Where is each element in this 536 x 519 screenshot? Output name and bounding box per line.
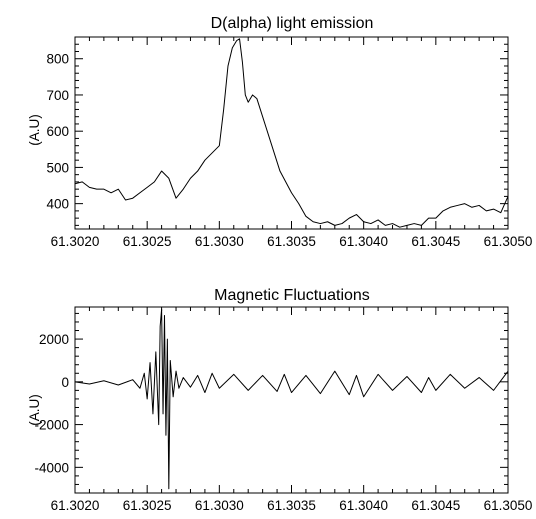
magnetic-plot-frame xyxy=(74,306,509,494)
magnetic-y-tick-label: -2000 xyxy=(34,418,69,433)
magnetic-tick-labels: 61.3020 61.3025 61.3030 61.3035 61.3040 61.30… xyxy=(34,332,532,513)
dalpha-y-tick-label: 800 xyxy=(46,52,69,67)
magnetic-ticks xyxy=(74,307,509,494)
dalpha-series xyxy=(74,38,509,228)
magnetic-chart: Magnetic Fluctuations (A.U) 61.3020 61.30… xyxy=(27,287,532,513)
dalpha-tick-labels: 61.3020 61.3025 61.3030 61.3035 61.3040 61.30… xyxy=(46,52,532,249)
dalpha-x-tick-label: 61.3040 xyxy=(339,234,388,249)
magnetic-y-tick-label: 2000 xyxy=(39,332,69,347)
dalpha-x-tick-label: 61.3030 xyxy=(195,234,244,249)
dalpha-x-tick-label: 61.3035 xyxy=(267,234,316,249)
magnetic-y-tick-label: -4000 xyxy=(34,460,69,475)
magnetic-y-axis-label: (A.U) xyxy=(27,394,42,426)
magnetic-x-tick-label: 61.3020 xyxy=(51,498,100,513)
dalpha-chart: D(alpha) light emission (A.U) 61.3020 61.… xyxy=(27,15,532,249)
magnetic-x-tick-label: 61.3050 xyxy=(484,498,533,513)
magnetic-y-tick-label: 0 xyxy=(61,375,69,390)
magnetic-x-tick-label: 61.3045 xyxy=(411,498,460,513)
dalpha-ticks xyxy=(74,36,509,229)
magnetic-x-tick-label: 61.3040 xyxy=(339,498,388,513)
magnetic-chart-title: Magnetic Fluctuations xyxy=(214,287,370,304)
magnetic-x-tick-label: 61.3025 xyxy=(123,498,172,513)
dalpha-y-tick-label: 400 xyxy=(46,197,69,212)
dalpha-y-tick-label: 600 xyxy=(46,124,69,139)
dalpha-x-tick-label: 61.3020 xyxy=(51,234,100,249)
dalpha-x-tick-label: 61.3045 xyxy=(411,234,460,249)
magnetic-x-tick-label: 61.3035 xyxy=(267,498,316,513)
dalpha-x-tick-label: 61.3025 xyxy=(123,234,172,249)
magnetic-series-line xyxy=(74,308,509,490)
dalpha-y-tick-label: 500 xyxy=(46,160,69,175)
dalpha-y-tick-label: 700 xyxy=(46,88,69,103)
magnetic-series xyxy=(74,308,509,490)
dalpha-plot-frame xyxy=(74,36,509,230)
dalpha-x-tick-label: 61.3050 xyxy=(484,234,533,249)
dalpha-series-line xyxy=(74,38,509,228)
dalpha-y-axis-label: (A.U) xyxy=(27,114,42,146)
magnetic-x-tick-label: 61.3030 xyxy=(195,498,244,513)
dalpha-chart-title: D(alpha) light emission xyxy=(211,15,374,32)
